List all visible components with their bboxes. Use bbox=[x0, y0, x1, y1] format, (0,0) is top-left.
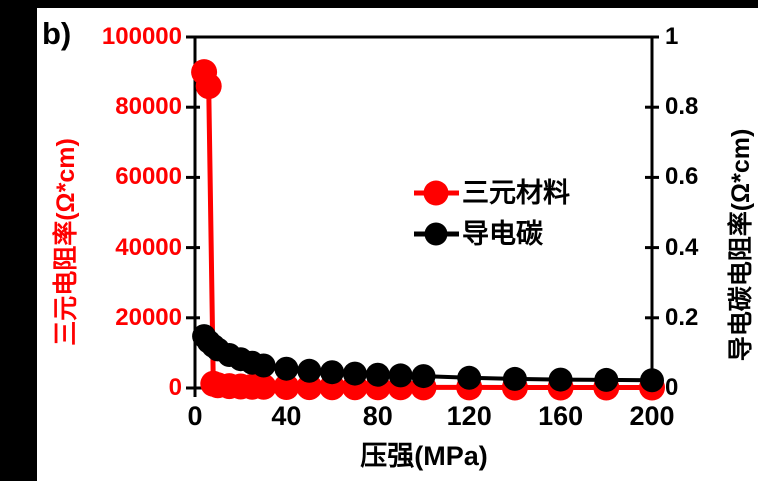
series-red-marker bbox=[273, 374, 300, 400]
series-black-marker bbox=[411, 364, 436, 389]
series-black-marker bbox=[502, 366, 527, 391]
y-right-tick-label: 1 bbox=[665, 23, 679, 50]
legend-marker-red bbox=[423, 180, 449, 206]
plot-frame bbox=[193, 35, 654, 390]
x-tick-label: 0 bbox=[187, 401, 203, 431]
y-left-tick-label: 80000 bbox=[115, 93, 182, 121]
y-right-tick-label: 0.6 bbox=[665, 163, 699, 191]
x-axis-title: 压强(MPa) bbox=[360, 441, 488, 471]
series-black-marker bbox=[274, 356, 299, 381]
series-red-marker bbox=[195, 73, 222, 100]
x-tick-label: 40 bbox=[271, 401, 302, 431]
series-black-marker bbox=[388, 363, 413, 388]
y-right-tick-label: 0 bbox=[665, 374, 679, 401]
x-tick-label: 200 bbox=[629, 401, 675, 431]
series-black-marker bbox=[320, 360, 345, 385]
x-tick-label: 80 bbox=[362, 401, 393, 431]
series-black-marker bbox=[548, 367, 573, 392]
series-black-marker bbox=[365, 362, 390, 387]
y-right-tick-label: 0.4 bbox=[665, 233, 699, 261]
series-black-marker bbox=[594, 367, 619, 392]
panel-label: b) bbox=[42, 16, 72, 51]
series-black-marker bbox=[342, 361, 367, 386]
left-black-band bbox=[0, 0, 37, 481]
legend-marker-black bbox=[424, 222, 448, 246]
series-red-marker bbox=[250, 373, 277, 400]
x-tick-label: 120 bbox=[446, 401, 492, 431]
y-right-tick-label: 0.8 bbox=[665, 93, 699, 121]
y-left-tick-label: 100000 bbox=[101, 23, 182, 50]
y-left-tick-label: 60000 bbox=[115, 163, 182, 191]
y-left-tick-label: 40000 bbox=[115, 233, 182, 261]
series-black-marker bbox=[297, 358, 322, 383]
y-right-tick-label: 0.2 bbox=[665, 303, 699, 331]
top-black-band bbox=[0, 0, 758, 8]
x-tick-label: 160 bbox=[538, 401, 584, 431]
series-black-marker bbox=[251, 353, 276, 378]
legend-label-black: 导电碳 bbox=[462, 219, 543, 249]
series-black-marker bbox=[457, 365, 482, 390]
series-black-marker bbox=[640, 368, 664, 393]
y-left-tick-label: 0 bbox=[168, 374, 182, 401]
y-left-tick-label: 20000 bbox=[115, 303, 182, 331]
legend-label-red: 三元材料 bbox=[462, 178, 570, 208]
